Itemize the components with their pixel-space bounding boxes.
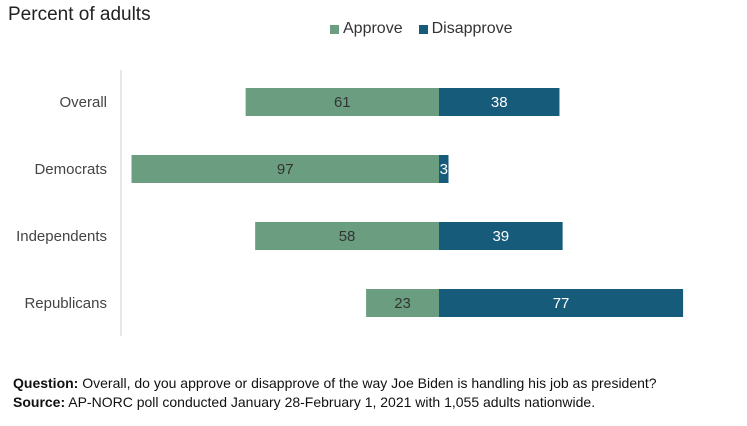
question-text: Overall, do you approve or disapprove of… <box>78 375 657 391</box>
value-label-disapprove-independents: 39 <box>492 228 509 245</box>
question-label: Question: <box>13 375 79 391</box>
bar-disapprove-overall <box>439 88 560 116</box>
chart-subtitle: Percent of adults <box>8 4 151 25</box>
bar-disapprove-democrats <box>439 155 449 183</box>
bar-approve-independents <box>255 222 439 250</box>
legend-swatch-disapprove <box>418 24 428 34</box>
legend-item-approve: Approve <box>330 20 403 38</box>
source-note: Source: AP-NORC poll conducted January 2… <box>13 393 657 412</box>
value-label-approve-democrats: 97 <box>277 161 294 178</box>
legend-label-approve: Approve <box>343 20 403 37</box>
chart-notes: Question: Overall, do you approve or dis… <box>13 374 657 412</box>
value-label-disapprove-overall: 38 <box>491 94 508 111</box>
category-label-republicans: Republicans <box>24 295 107 312</box>
value-label-approve-overall: 61 <box>334 94 351 111</box>
value-label-approve-independents: 58 <box>339 228 356 245</box>
value-label-disapprove-republicans: 77 <box>553 295 570 312</box>
legend-label-disapprove: Disapprove <box>431 20 513 37</box>
value-label-disapprove-democrats: 3 <box>440 161 448 178</box>
bar-approve-democrats <box>131 155 439 183</box>
value-label-approve-republicans: 23 <box>394 295 411 312</box>
legend-item-disapprove: Disapprove <box>418 20 513 38</box>
source-text: AP-NORC poll conducted January 28-Februa… <box>65 394 596 410</box>
question-note: Question: Overall, do you approve or dis… <box>13 374 657 393</box>
chart-legend: Approve Disapprove <box>330 20 529 38</box>
source-label: Source: <box>13 394 66 410</box>
category-label-independents: Independents <box>16 228 107 245</box>
legend-swatch-approve <box>330 24 339 34</box>
bar-disapprove-republicans <box>439 289 684 317</box>
category-label-democrats: Democrats <box>34 161 107 178</box>
bar-approve-overall <box>245 88 439 116</box>
bar-approve-republicans <box>366 289 439 317</box>
approval-bar-chart: Overall 61 38 Democrats 97 3 Independents 58 39 R… <box>16 70 684 336</box>
category-label-overall: Overall <box>59 94 107 111</box>
bar-disapprove-independents <box>439 222 563 250</box>
